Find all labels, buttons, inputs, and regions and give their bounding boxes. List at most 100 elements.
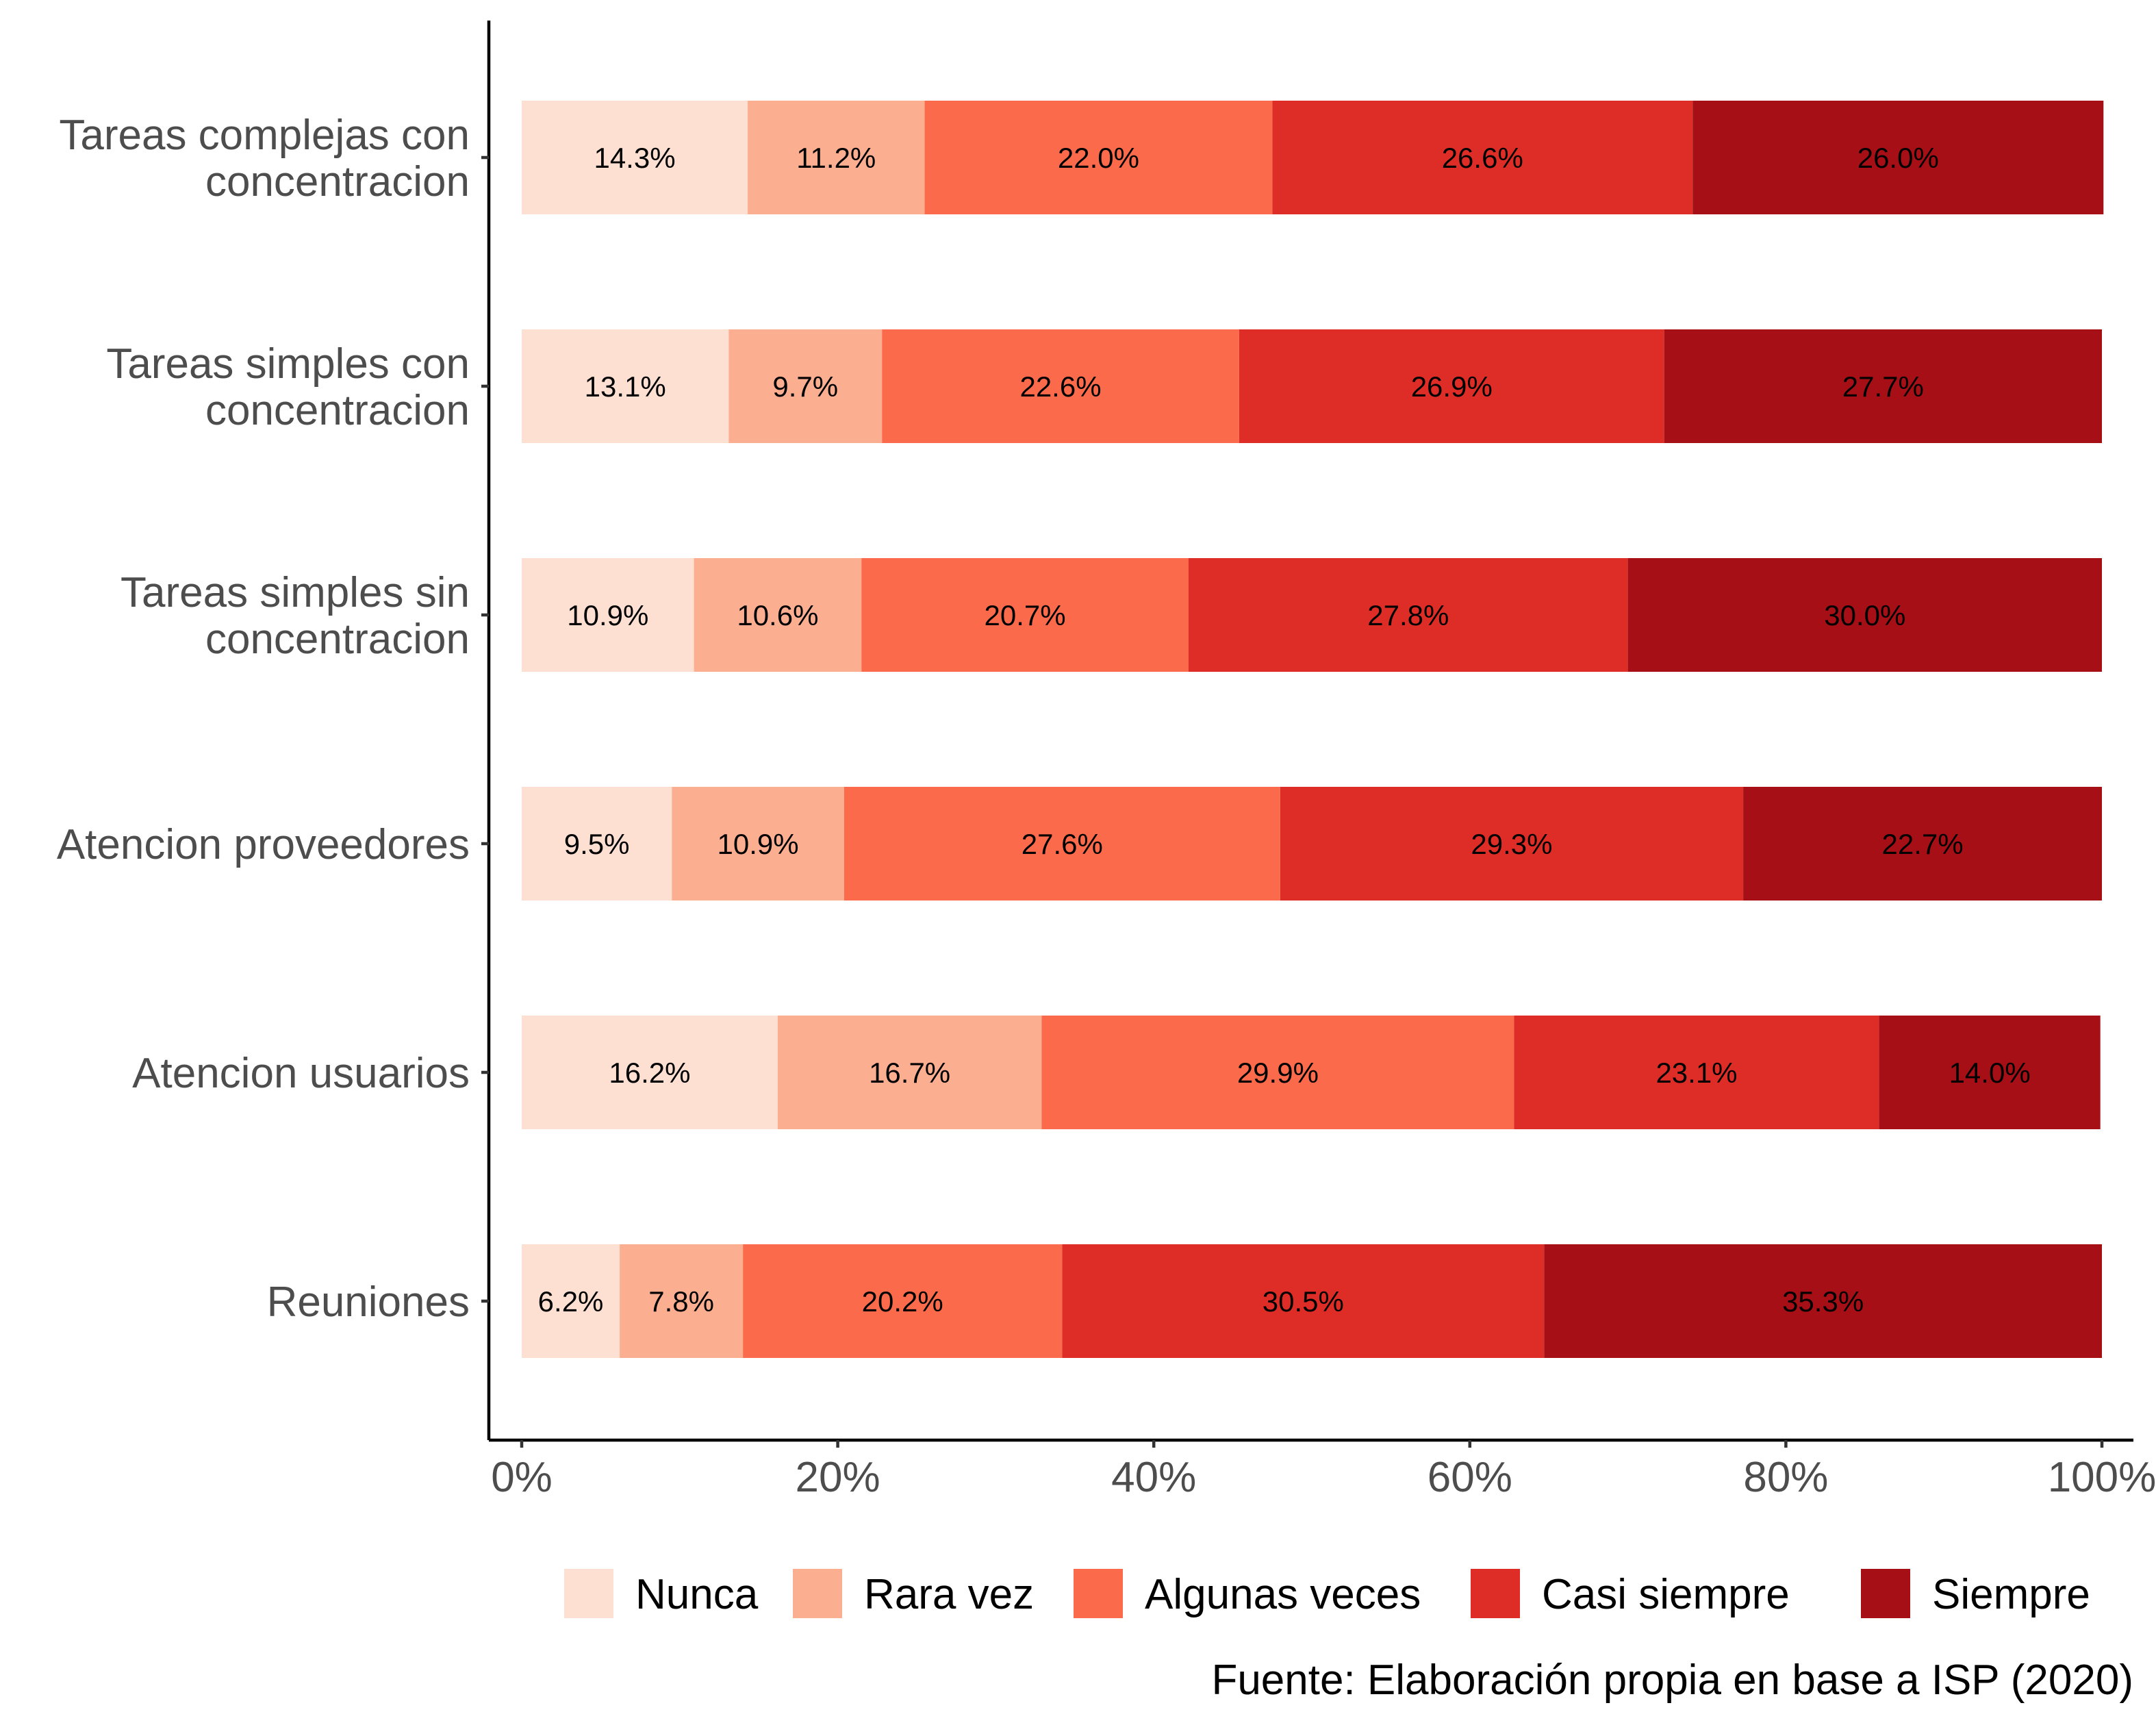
bar-tareas-complejas-con-concentracion-rara-vez xyxy=(748,101,925,214)
bar-atencion-usuarios-nunca xyxy=(522,1016,778,1129)
category-label-line: concentracion xyxy=(205,158,470,205)
category-label-line: Tareas simples sin xyxy=(121,569,470,616)
legend-swatch-casi-siempre xyxy=(1471,1569,1520,1618)
category-label-tareas-simples-con-concentracion: Tareas simples con concentracion xyxy=(106,340,470,434)
bar-atencion-proveedores-rara-vez xyxy=(672,787,844,901)
segment-labels-layer: 14.3% 11.2% 22.0% 26.6% 26.0% 13.1% 9.7% 22.6% 2… xyxy=(538,142,2031,1318)
data-label-atencion-usuarios-siempre: 14.0% xyxy=(1949,1057,2031,1089)
bar-atencion-proveedores-siempre xyxy=(1743,787,2102,901)
bar-tareas-simples-sin-concentracion-rara-vez xyxy=(694,558,862,672)
bar-atencion-usuarios-siempre xyxy=(1879,1016,2101,1129)
category-label-line: Atencion proveedores xyxy=(57,821,470,868)
data-label-atencion-proveedores-rara-vez: 10.9% xyxy=(717,828,798,860)
data-label-atencion-proveedores-siempre: 22.7% xyxy=(1881,828,1963,860)
bar-atencion-usuarios-rara-vez xyxy=(777,1016,1042,1129)
bar-reuniones-rara-vez xyxy=(620,1244,744,1358)
bar-tareas-complejas-con-concentracion-algunas-veces xyxy=(924,101,1273,214)
legend-item-rara-vez: Rara vez xyxy=(793,1569,1034,1618)
source-caption: Fuente: Elaboración propia en base a ISP… xyxy=(1211,1657,2133,1704)
bar-atencion-proveedores-nunca xyxy=(522,787,672,901)
bar-tareas-simples-sin-concentracion-casi-siempre xyxy=(1188,558,1628,672)
data-label-atencion-usuarios-algunas-veces: 29.9% xyxy=(1237,1057,1319,1089)
category-label-line: Tareas complejas con xyxy=(59,112,470,159)
bar-reuniones-siempre xyxy=(1544,1244,2102,1358)
x-tick-label-80: 80% xyxy=(1743,1454,1828,1501)
category-label-line: concentracion xyxy=(205,616,470,663)
bar-atencion-usuarios-algunas-veces xyxy=(1041,1016,1514,1129)
legend-item-nunca: Nunca xyxy=(564,1569,759,1618)
x-tick-label-60: 60% xyxy=(1428,1454,1512,1501)
bar-atencion-proveedores-casi-siempre xyxy=(1280,787,1744,901)
data-label-tareas-complejas-con-concentracion-rara-vez: 11.2% xyxy=(796,142,876,174)
y-ticks-layer: Tareas complejas con concentracionTareas … xyxy=(57,112,489,1326)
legend-label-nunca: Nunca xyxy=(635,1571,759,1618)
data-label-atencion-proveedores-nunca: 9.5% xyxy=(564,828,630,860)
data-label-tareas-complejas-con-concentracion-algunas-veces: 22.0% xyxy=(1058,142,1139,174)
data-label-tareas-simples-sin-concentracion-algunas-veces: 20.7% xyxy=(985,599,1066,631)
data-label-atencion-proveedores-algunas-veces: 27.6% xyxy=(1022,828,1103,860)
data-label-reuniones-casi-siempre: 30.5% xyxy=(1263,1285,1344,1318)
bar-atencion-usuarios-casi-siempre xyxy=(1514,1016,1879,1129)
x-tick-label-20: 20% xyxy=(796,1454,880,1501)
data-label-atencion-usuarios-nunca: 16.2% xyxy=(609,1057,690,1089)
bar-tareas-complejas-con-concentracion-nunca xyxy=(522,101,748,214)
x-tick-label-40: 40% xyxy=(1111,1454,1196,1501)
legend-swatch-nunca xyxy=(564,1569,613,1618)
legend-item-siempre: Siempre xyxy=(1861,1569,2090,1618)
data-label-tareas-complejas-con-concentracion-nunca: 14.3% xyxy=(594,142,675,174)
x-ticks-layer: 0% 20% 40% 60% 80% 100% xyxy=(491,1440,2156,1501)
bar-tareas-simples-con-concentracion-algunas-veces xyxy=(882,329,1239,443)
bar-tareas-simples-con-concentracion-casi-siempre xyxy=(1239,329,1664,443)
data-label-reuniones-rara-vez: 7.8% xyxy=(648,1285,714,1318)
legend-label-siempre: Siempre xyxy=(1932,1571,2090,1618)
legend-swatch-siempre xyxy=(1861,1569,1910,1618)
data-label-tareas-simples-sin-concentracion-casi-siempre: 27.8% xyxy=(1367,599,1449,631)
x-tick-label-100: 100% xyxy=(2048,1454,2156,1501)
category-label-tareas-complejas-con-concentracion: Tareas complejas con concentracion xyxy=(59,112,470,205)
data-label-atencion-usuarios-rara-vez: 16.7% xyxy=(869,1057,950,1089)
data-label-tareas-simples-con-concentracion-siempre: 27.7% xyxy=(1842,370,1924,403)
category-label-line: Atencion usuarios xyxy=(132,1050,470,1097)
category-label-line: Tareas simples con xyxy=(106,340,470,388)
data-label-tareas-simples-con-concentracion-rara-vez: 9.7% xyxy=(772,370,838,403)
bar-tareas-complejas-con-concentracion-siempre xyxy=(1692,101,2104,214)
category-label-atencion-proveedores: Atencion proveedores xyxy=(57,821,470,868)
bar-reuniones-nunca xyxy=(522,1244,620,1358)
bar-reuniones-casi-siempre xyxy=(1062,1244,1545,1358)
bar-tareas-simples-con-concentracion-siempre xyxy=(1664,329,2102,443)
bar-tareas-simples-con-concentracion-nunca xyxy=(522,329,729,443)
data-label-tareas-simples-sin-concentracion-rara-vez: 10.6% xyxy=(737,599,818,631)
category-label-atencion-usuarios: Atencion usuarios xyxy=(132,1050,470,1097)
category-label-line: concentracion xyxy=(205,387,470,434)
legend-swatch-algunas-veces xyxy=(1074,1569,1123,1618)
data-label-reuniones-nunca: 6.2% xyxy=(538,1285,604,1318)
category-label-line: Reuniones xyxy=(267,1279,470,1326)
legend: Nunca Rara vez Algunas veces Casi siempre Si… xyxy=(564,1569,2090,1618)
data-label-atencion-proveedores-casi-siempre: 29.3% xyxy=(1471,828,1552,860)
data-label-tareas-complejas-con-concentracion-casi-siempre: 26.6% xyxy=(1442,142,1523,174)
legend-item-algunas-veces: Algunas veces xyxy=(1074,1569,1421,1618)
data-label-tareas-simples-con-concentracion-casi-siempre: 26.9% xyxy=(1411,370,1493,403)
data-label-tareas-simples-sin-concentracion-siempre: 30.0% xyxy=(1824,599,1905,631)
data-label-reuniones-algunas-veces: 20.2% xyxy=(862,1285,943,1318)
bar-tareas-simples-con-concentracion-rara-vez xyxy=(728,329,883,443)
axes-layer xyxy=(487,21,2133,1442)
bar-atencion-proveedores-algunas-veces xyxy=(844,787,1280,901)
category-label-tareas-simples-sin-concentracion: Tareas simples sin concentracion xyxy=(121,569,470,663)
x-tick-label-0: 0% xyxy=(491,1454,553,1501)
bar-reuniones-algunas-veces xyxy=(743,1244,1063,1358)
bar-tareas-simples-sin-concentracion-algunas-veces xyxy=(861,558,1189,672)
legend-label-rara-vez: Rara vez xyxy=(864,1571,1034,1618)
bar-tareas-complejas-con-concentracion-casi-siempre xyxy=(1272,101,1693,214)
legend-label-algunas-veces: Algunas veces xyxy=(1145,1571,1421,1618)
data-label-tareas-simples-con-concentracion-nunca: 13.1% xyxy=(585,370,666,403)
bar-tareas-simples-sin-concentracion-nunca xyxy=(522,558,694,672)
data-label-atencion-usuarios-casi-siempre: 23.1% xyxy=(1656,1057,1737,1089)
bar-tareas-simples-sin-concentracion-siempre xyxy=(1627,558,2102,672)
bars-layer xyxy=(522,101,2104,1358)
legend-label-casi-siempre: Casi siempre xyxy=(1542,1571,1790,1618)
data-label-tareas-complejas-con-concentracion-siempre: 26.0% xyxy=(1857,142,1939,174)
data-label-tareas-simples-sin-concentracion-nunca: 10.9% xyxy=(567,599,648,631)
data-label-tareas-simples-con-concentracion-algunas-veces: 22.6% xyxy=(1019,370,1101,403)
